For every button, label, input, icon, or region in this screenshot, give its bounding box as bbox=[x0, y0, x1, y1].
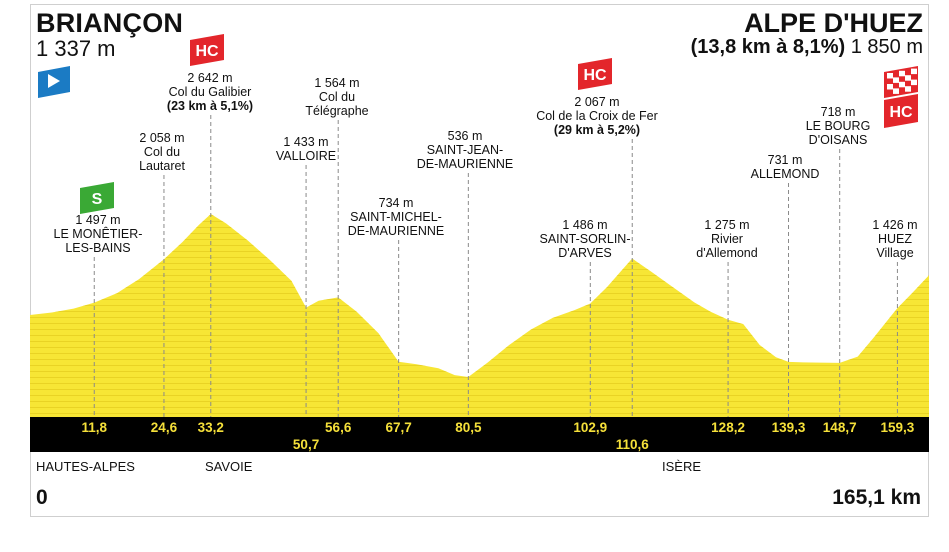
finish-town-name: ALPE D'HUEZ bbox=[744, 8, 923, 38]
finish-climb: (13,8 km à 8,1%) bbox=[690, 36, 846, 58]
checker-square bbox=[911, 68, 917, 75]
marker-name: Col du bbox=[144, 145, 180, 159]
km-label: 128,2 bbox=[711, 420, 745, 435]
marker-altitude: 731 m bbox=[768, 153, 803, 167]
km-label: 139,3 bbox=[772, 420, 806, 435]
km-label: 67,7 bbox=[385, 420, 411, 435]
finish-flag-icon bbox=[884, 66, 918, 98]
km-label: 33,2 bbox=[198, 420, 224, 435]
checker-square bbox=[899, 81, 905, 88]
badge-label: HC bbox=[583, 67, 607, 84]
marker-altitude: 734 m bbox=[379, 196, 414, 210]
hc-badge-icon bbox=[190, 34, 224, 66]
region-label-savoie: SAVOIE bbox=[205, 459, 253, 474]
marker-name: LES-BAINS bbox=[65, 241, 130, 255]
marker-altitude: 2 067 m bbox=[574, 95, 619, 109]
km-label: 159,3 bbox=[881, 420, 915, 435]
marker-altitude: 1 486 m bbox=[562, 218, 607, 232]
marker-name: D'OISANS bbox=[809, 133, 868, 147]
marker-altitude: 536 m bbox=[448, 129, 483, 143]
marker-name: DE-MAURIENNE bbox=[417, 157, 514, 171]
km-label: 102,9 bbox=[573, 420, 607, 435]
marker-name: ALLEMOND bbox=[751, 167, 820, 181]
km-label: 24,6 bbox=[151, 420, 178, 435]
checker-square bbox=[911, 79, 917, 86]
marker-name: Lautaret bbox=[139, 159, 185, 173]
start-altitude: 1 337 m bbox=[36, 36, 116, 61]
region-label-hautes-alpes: HAUTES-ALPES bbox=[36, 459, 135, 474]
hc-badge-icon bbox=[578, 58, 612, 90]
km-labels-layer: 11,8 24,6 33,2 50,7 56,6 67,7 80,5 102,9 110,6 12… bbox=[81, 420, 914, 452]
marker-altitude: 1 564 m bbox=[314, 76, 359, 90]
checker-square bbox=[893, 88, 899, 94]
badge-label: HC bbox=[195, 43, 219, 60]
checker-square bbox=[893, 77, 899, 83]
profile-stripes bbox=[30, 214, 929, 417]
checker-square bbox=[905, 75, 911, 81]
marker-name: LE MONÊTIER- bbox=[54, 226, 143, 241]
marker-altitude: 2 058 m bbox=[139, 131, 184, 145]
start-town-name: BRIANÇON bbox=[36, 8, 184, 38]
marker-name: SAINT-MICHEL- bbox=[350, 210, 442, 224]
distance-start: 0 bbox=[36, 486, 48, 509]
marker-name: DE-MAURIENNE bbox=[348, 224, 445, 238]
marker-name: VALLOIRE bbox=[276, 149, 336, 163]
finish-altitude: 1 850 m bbox=[850, 36, 923, 58]
region-label-isere: ISÈRE bbox=[662, 459, 702, 474]
marker-name: Rivier bbox=[711, 232, 743, 246]
km-band bbox=[30, 417, 929, 452]
checker-square bbox=[905, 86, 911, 92]
km-label: 11,8 bbox=[81, 420, 107, 435]
marker-altitude: 1 497 m bbox=[75, 213, 120, 227]
marker-climb: (23 km à 5,1%) bbox=[167, 99, 253, 113]
checker-square bbox=[887, 73, 893, 79]
checker-square bbox=[887, 84, 893, 90]
sprint-badge-icon bbox=[80, 182, 114, 214]
marker-name: D'ARVES bbox=[558, 246, 612, 260]
distance-end: 165,1 km bbox=[832, 486, 921, 509]
km-label: 56,6 bbox=[325, 420, 352, 435]
marker-name: Village bbox=[876, 246, 913, 260]
marker-climb: (29 km à 5,2%) bbox=[554, 123, 640, 137]
marker-altitude: 1 275 m bbox=[704, 218, 749, 232]
profile-area-layer bbox=[30, 214, 929, 417]
finish-hc-badge-label: HC bbox=[889, 104, 913, 121]
marker-name: SAINT-SORLIN- bbox=[540, 232, 631, 246]
marker-altitude: 1 426 m bbox=[872, 218, 917, 232]
badge-label: S bbox=[92, 191, 103, 208]
km-label: 110,6 bbox=[616, 437, 650, 452]
marker-name: Col du Galibier bbox=[169, 85, 252, 99]
marker-name: d'Allemond bbox=[696, 246, 757, 260]
marker-name: Col de la Croix de Fer bbox=[536, 109, 658, 123]
marker-name: HUEZ bbox=[878, 232, 912, 246]
km-label: 80,5 bbox=[455, 420, 482, 435]
marker-altitude: 1 433 m bbox=[283, 135, 328, 149]
frame-right-border bbox=[928, 4, 929, 516]
frame-top-border bbox=[30, 4, 929, 5]
finish-climb-line: (13,8 km à 8,1%) 1 850 m bbox=[691, 36, 923, 59]
marker-name: SAINT-JEAN- bbox=[427, 143, 503, 157]
km-label: 50,7 bbox=[293, 437, 319, 452]
checker-square bbox=[899, 70, 905, 77]
finish-hc-badge-icon: HC bbox=[884, 94, 918, 128]
frame-left-border bbox=[30, 4, 31, 516]
start-flag-icon bbox=[38, 66, 70, 98]
marker-altitude: 2 642 m bbox=[187, 71, 232, 85]
marker-name: Col du bbox=[319, 90, 355, 104]
marker-altitude: 718 m bbox=[821, 105, 856, 119]
marker-name: LE BOURG bbox=[806, 119, 871, 133]
frame-bottom-border bbox=[30, 516, 929, 517]
km-label: 148,7 bbox=[823, 420, 857, 435]
marker-name: Télégraphe bbox=[305, 104, 368, 118]
